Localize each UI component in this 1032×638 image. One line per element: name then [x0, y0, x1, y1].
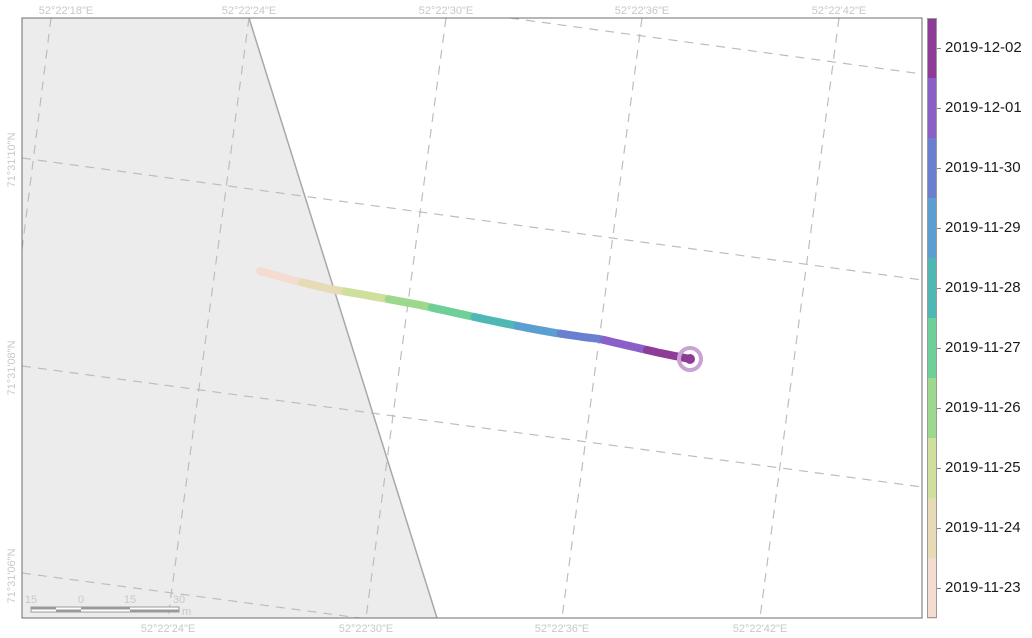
- track-segment: [470, 313, 522, 330]
- legend-color-bar: [927, 18, 937, 619]
- parallel-line: [22, 572, 361, 618]
- legend-swatch: [927, 378, 937, 439]
- legend-tick: [937, 468, 941, 469]
- legend-swatch: [927, 438, 937, 499]
- track-segment: [427, 303, 479, 321]
- legend-tick: [937, 168, 941, 169]
- parallel-line: [509, 18, 922, 75]
- lon-label-top: 52°22'42"E: [812, 5, 866, 17]
- legend-swatch: [927, 198, 937, 259]
- legend-label: 2019-11-29: [945, 219, 1021, 236]
- track-segment: [298, 278, 350, 296]
- land-area: [22, 18, 437, 618]
- legend-label: 2019-11-25: [945, 459, 1021, 476]
- meridian-line: [365, 18, 447, 618]
- legend-swatch: [927, 318, 937, 379]
- scale-bar: 15 0 15 30 m: [25, 594, 191, 618]
- legend-tick: [937, 48, 941, 49]
- legend-label: 2019-11-24: [945, 519, 1021, 536]
- lon-label-top: 52°22'36"E: [615, 5, 669, 17]
- legend-swatch: [927, 78, 937, 139]
- track-segment: [513, 321, 565, 338]
- lon-label-top: 52°22'24"E: [222, 5, 276, 17]
- lon-label-top: 52°22'18"E: [39, 5, 93, 17]
- legend-swatch: [927, 138, 937, 199]
- lon-label-bottom: 52°22'30"E: [339, 623, 393, 635]
- track-segment: [600, 336, 651, 354]
- scale-bar-label: 30: [173, 594, 185, 606]
- coastline: [248, 17, 438, 619]
- track-segment: [384, 295, 436, 312]
- map-frame: [21, 17, 923, 619]
- meridian-line: [167, 18, 250, 618]
- legend-tick: [937, 288, 941, 289]
- legend-tick: [937, 228, 941, 229]
- lon-label-bottom: 52°22'36"E: [535, 623, 589, 635]
- legend-swatch: [927, 498, 937, 559]
- legend-tick: [937, 588, 941, 589]
- legend-swatch: [927, 558, 937, 619]
- legend-tick: [937, 408, 941, 409]
- lon-label-top: 52°22'30"E: [419, 5, 473, 17]
- lat-label-left: 71°31'10"N: [6, 132, 18, 187]
- scale-bar-label: 15: [25, 594, 37, 606]
- lat-label-left: 71°31'06"N: [6, 548, 18, 603]
- track-line: [256, 267, 694, 363]
- track-segment: [256, 267, 307, 287]
- end-position-marker[interactable]: [677, 346, 703, 372]
- legend-bar-border: [927, 18, 937, 618]
- legend-label: 2019-11-30: [945, 159, 1021, 176]
- date-legend: 2019-12-02 2019-12-01 2019-11-30 2019-11-29…: [927, 18, 1032, 619]
- graticule: [22, 18, 922, 618]
- lon-label-bottom: 52°22'42"E: [733, 623, 787, 635]
- scale-bar-label: 15: [124, 594, 136, 606]
- lat-label-left: 71°31'08"N: [6, 340, 18, 395]
- legend-tick: [937, 108, 941, 109]
- parallel-line: [22, 365, 922, 488]
- parallel-line: [22, 157, 922, 281]
- legend-tick: [937, 528, 941, 529]
- legend-label: 2019-11-26: [945, 399, 1021, 416]
- legend-swatch: [927, 258, 937, 319]
- legend-label: 2019-12-02: [945, 39, 1022, 56]
- meridian-line: [22, 18, 52, 251]
- legend-label: 2019-11-27: [945, 339, 1021, 356]
- track-segment: [643, 346, 694, 363]
- track-segment: [556, 329, 609, 344]
- legend-tick: [937, 348, 941, 349]
- legend-label: 2019-11-28: [945, 279, 1021, 296]
- meridian-line: [759, 18, 840, 618]
- legend-label: 2019-12-01: [945, 99, 1022, 116]
- track-segment: [341, 287, 393, 304]
- meridian-line: [561, 18, 643, 618]
- legend-swatch: [927, 18, 937, 79]
- scale-bar-unit: m: [182, 606, 191, 618]
- legend-label: 2019-11-23: [945, 579, 1021, 596]
- scale-bar-label: 0: [78, 594, 84, 606]
- lon-label-bottom: 52°22'24"E: [141, 623, 195, 635]
